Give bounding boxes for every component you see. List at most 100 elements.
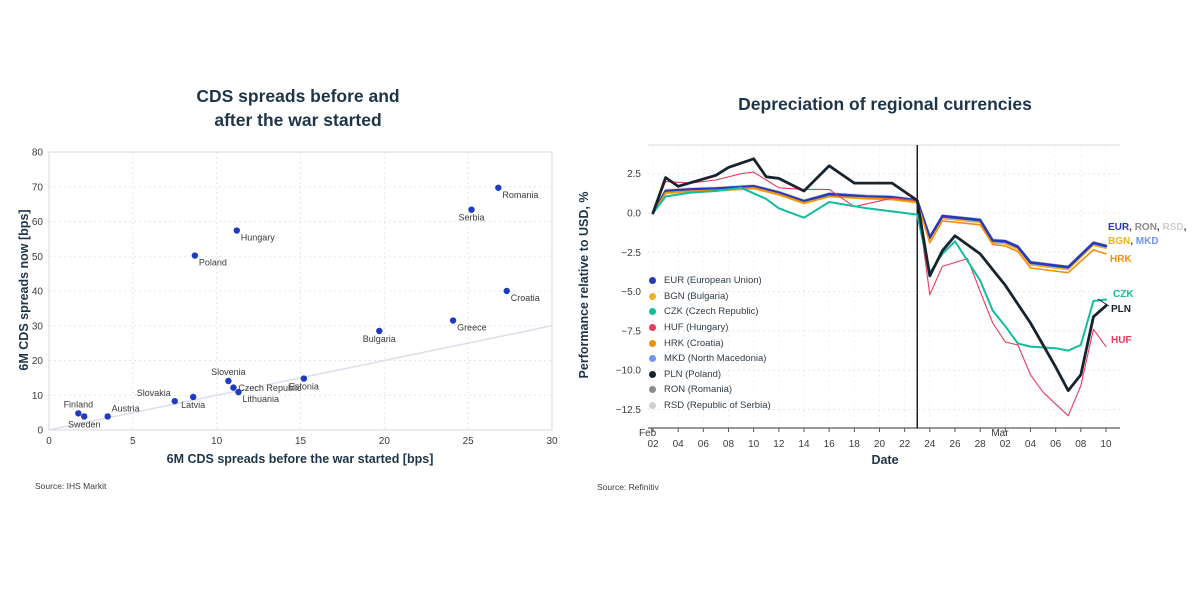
scatter-point-label: Serbia (459, 213, 485, 223)
x-tick-label: 25 (463, 436, 475, 447)
series-end-label-segment: PLN (1111, 304, 1131, 315)
legend-color-dot-icon (649, 386, 656, 394)
cds-y-axis-title: 6M CDS spreads now [bps] (17, 209, 31, 371)
y-tick-label: 40 (32, 287, 44, 298)
legend-item-label: HRK (Croatia) (664, 337, 724, 349)
scatter-point (503, 287, 510, 295)
series-end-label: HRK (1110, 254, 1132, 265)
y-tick-label: 70 (32, 182, 44, 193)
scatter-point (495, 184, 502, 191)
legend-item[interactable]: HRK (Croatia) (649, 335, 771, 351)
legend-item-label: CZK (Czech Republic) (664, 306, 759, 318)
y-tick-label: 30 (32, 321, 44, 332)
scatter-point-label: Sweden (68, 419, 101, 429)
scatter-point-label: Lithuania (242, 394, 279, 404)
legend-color-dot-icon (649, 339, 656, 347)
x-tick-label: 26 (949, 439, 961, 450)
legend-color-dot-icon (649, 370, 656, 378)
legend-item[interactable]: PLN (Poland) (649, 367, 771, 383)
scatter-point (235, 388, 242, 396)
x-tick-label: 15 (295, 436, 307, 447)
series-end-label: BGN, MKD (1108, 236, 1159, 247)
series-end-label-segment: MKD (1135, 236, 1159, 247)
cds-source-note: Source: IHS Markit (35, 481, 107, 491)
scatter-point (230, 384, 237, 391)
legend-item-label: HUF (Hungary) (664, 322, 729, 334)
scatter-point (171, 397, 178, 405)
scatter-point-label: Hungary (241, 233, 276, 243)
series-end-label-segment: , (1156, 222, 1163, 233)
x-tick-label: 18 (849, 439, 861, 450)
scatter-point-label: Greece (457, 323, 487, 333)
legend-item-label: RON (Romania) (664, 384, 733, 396)
series-end-label-segment: RON (1134, 222, 1157, 233)
y-tick-label: 0.0 (627, 209, 641, 220)
legend-item-label: EUR (European Union) (664, 275, 762, 287)
legend-item[interactable]: RSD (Republic of Serbia) (649, 398, 771, 414)
x-tick-label: 0 (46, 436, 52, 447)
series-end-label-segment: CZK (1113, 289, 1134, 300)
legend-item[interactable]: RON (Romania) (649, 382, 771, 398)
scatter-point-label: Finland (64, 399, 94, 409)
y-tick-label: −10.0 (616, 366, 642, 377)
identity-reference-line (48, 325, 553, 431)
scatter-point-label: Estonia (289, 382, 319, 392)
scatter-point (189, 393, 197, 401)
series-end-label-segment: HRK (1110, 254, 1132, 265)
pln-label-pointer (1097, 298, 1110, 307)
legend-item[interactable]: HUF (Hungary) (649, 320, 771, 336)
scatter-point-label: Slovenia (211, 367, 246, 377)
scatter-point (300, 375, 308, 382)
scatter-point-label: Czech Republic (238, 383, 302, 393)
y-tick-label: 0 (37, 426, 43, 437)
legend-color-dot-icon (649, 324, 656, 332)
series-line-PLN (651, 157, 1108, 393)
legend-item[interactable]: EUR (European Union) (649, 273, 771, 289)
currency-legend: EUR (European Union) BGN (Bulgaria) CZK (C… (649, 273, 771, 413)
cds-scatter-plot-canvas: 0 5 10 15 20 25 30 0 10 20 30 40 50 60 70 80 Finland Swed… (32, 148, 558, 448)
x-tick-label: 28 (975, 439, 987, 450)
legend-color-dot-icon (649, 355, 656, 363)
scatter-point (233, 227, 240, 234)
y-tick-label: 10 (32, 391, 44, 402)
legend-color-dot-icon (649, 292, 656, 300)
currency-source-note: Source: Refinitiv (597, 482, 659, 492)
x-tick-label: 06 (698, 439, 710, 450)
scatter-point (75, 410, 82, 417)
x-tick-label: 24 (924, 439, 936, 450)
y-tick-label: −7.5 (621, 326, 641, 337)
x-tick-label: 16 (824, 439, 836, 450)
x-tick-label: 02 (1000, 439, 1012, 450)
scatter-point-label: Bulgaria (363, 334, 396, 344)
legend-item-label: MKD (North Macedonia) (664, 353, 767, 365)
legend-item[interactable]: BGN (Bulgaria) (649, 289, 771, 305)
x-tick-label: 10 (211, 436, 223, 447)
y-tick-label: −2.5 (621, 248, 641, 259)
legend-item-label: RSD (Republic of Serbia) (664, 400, 771, 412)
scatter-point-label: Slovakia (137, 388, 171, 398)
x-tick-label: 14 (798, 439, 810, 450)
scatter-point (225, 377, 232, 385)
series-end-label-segment: HUF (1111, 335, 1132, 346)
legend-item[interactable]: MKD (North Macedonia) (649, 351, 771, 367)
currency-x-axis-title: Date (871, 453, 899, 467)
series-end-label-segment: , (1129, 222, 1135, 233)
scatter-point-label: Latvia (181, 400, 205, 410)
cds-chart-title: CDS spreads before and after the war sta… (196, 86, 400, 131)
x-tick-label: 5 (130, 436, 136, 447)
x-tick-label: 22 (899, 439, 911, 450)
x-tick-label: 04 (1025, 439, 1037, 450)
currency-line-plot-canvas: 2.5 0.0 −2.5 −5.0 −7.5 −10.0 −12.5 02 04 06 08 10 12… (616, 144, 1120, 450)
series-end-label: PLN (1111, 304, 1131, 315)
series-end-label-segment: EUR (1108, 222, 1130, 233)
series-end-label-segment: , (1130, 236, 1136, 247)
x-month-label: Mar (991, 428, 1009, 439)
cds-x-axis-title: 6M CDS spreads before the war started [b… (166, 452, 434, 466)
x-tick-label: 20 (379, 436, 391, 447)
scatter-point-label: Romania (502, 190, 538, 200)
scatter-point (468, 206, 475, 213)
x-tick-label: 10 (1100, 439, 1112, 450)
legend-item[interactable]: CZK (Czech Republic) (649, 304, 771, 320)
series-end-label: CZK (1113, 289, 1134, 300)
plot-frame (48, 151, 553, 431)
